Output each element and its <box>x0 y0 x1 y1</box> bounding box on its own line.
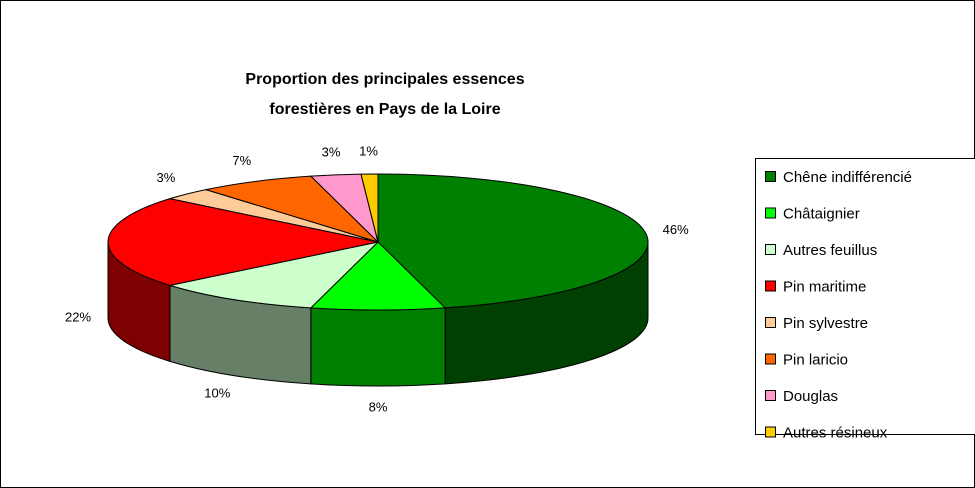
legend-swatch <box>765 207 776 219</box>
legend-swatch <box>765 317 776 328</box>
chart-title: Proportion des principales essences <box>245 71 524 88</box>
data-label: 8% <box>369 399 388 414</box>
data-label: 46% <box>663 222 689 237</box>
legend-label: Autres résineux <box>783 424 888 441</box>
legend-label: Autres feuillus <box>783 242 877 259</box>
pie-side <box>310 307 446 387</box>
data-label: 3% <box>322 145 341 160</box>
legend-swatch <box>765 426 776 438</box>
legend-label: Pin maritime <box>783 278 866 295</box>
chart-title: forestières en Pays de la Loire <box>269 101 500 118</box>
legend-swatch <box>765 244 776 255</box>
legend-label: Pin laricio <box>783 351 848 368</box>
pie-slice <box>205 175 379 243</box>
legend-swatch <box>765 353 776 365</box>
data-label: 7% <box>232 153 251 168</box>
data-label: 10% <box>204 385 230 400</box>
data-label: 22% <box>65 309 91 324</box>
legend-swatch <box>765 390 776 401</box>
legend-swatch <box>765 280 776 292</box>
data-label: 1% <box>359 143 378 158</box>
pie-slice <box>309 241 447 311</box>
pie-slice <box>377 173 649 309</box>
pie-slice <box>360 173 379 243</box>
data-label: 3% <box>156 170 175 185</box>
pie-slice <box>169 241 380 309</box>
legend-label: Châtaignier <box>783 205 860 222</box>
pie-slice <box>107 198 379 286</box>
legend-label: Douglas <box>783 388 838 405</box>
legend-label: Pin sylvestre <box>783 315 868 332</box>
legend-box <box>755 158 975 435</box>
legend-swatch <box>765 171 776 182</box>
legend-label: Chêne indifférencié <box>783 169 912 186</box>
